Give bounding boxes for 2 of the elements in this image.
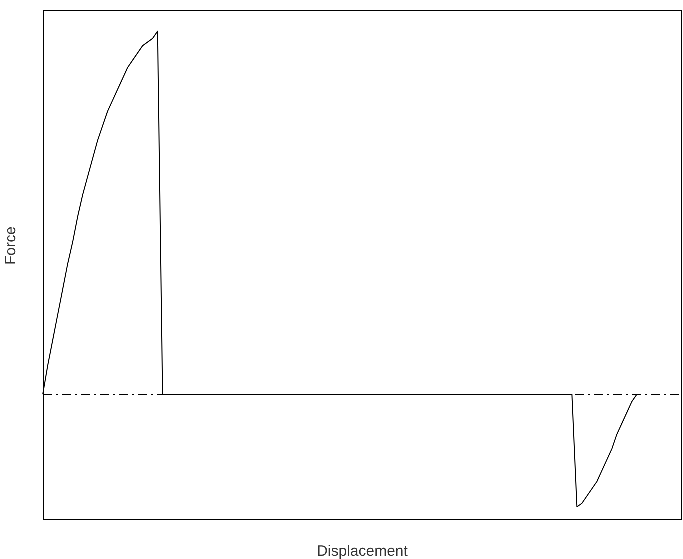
x-axis-title: Displacement: [317, 543, 409, 559]
y-axis-title: Force: [2, 226, 20, 265]
